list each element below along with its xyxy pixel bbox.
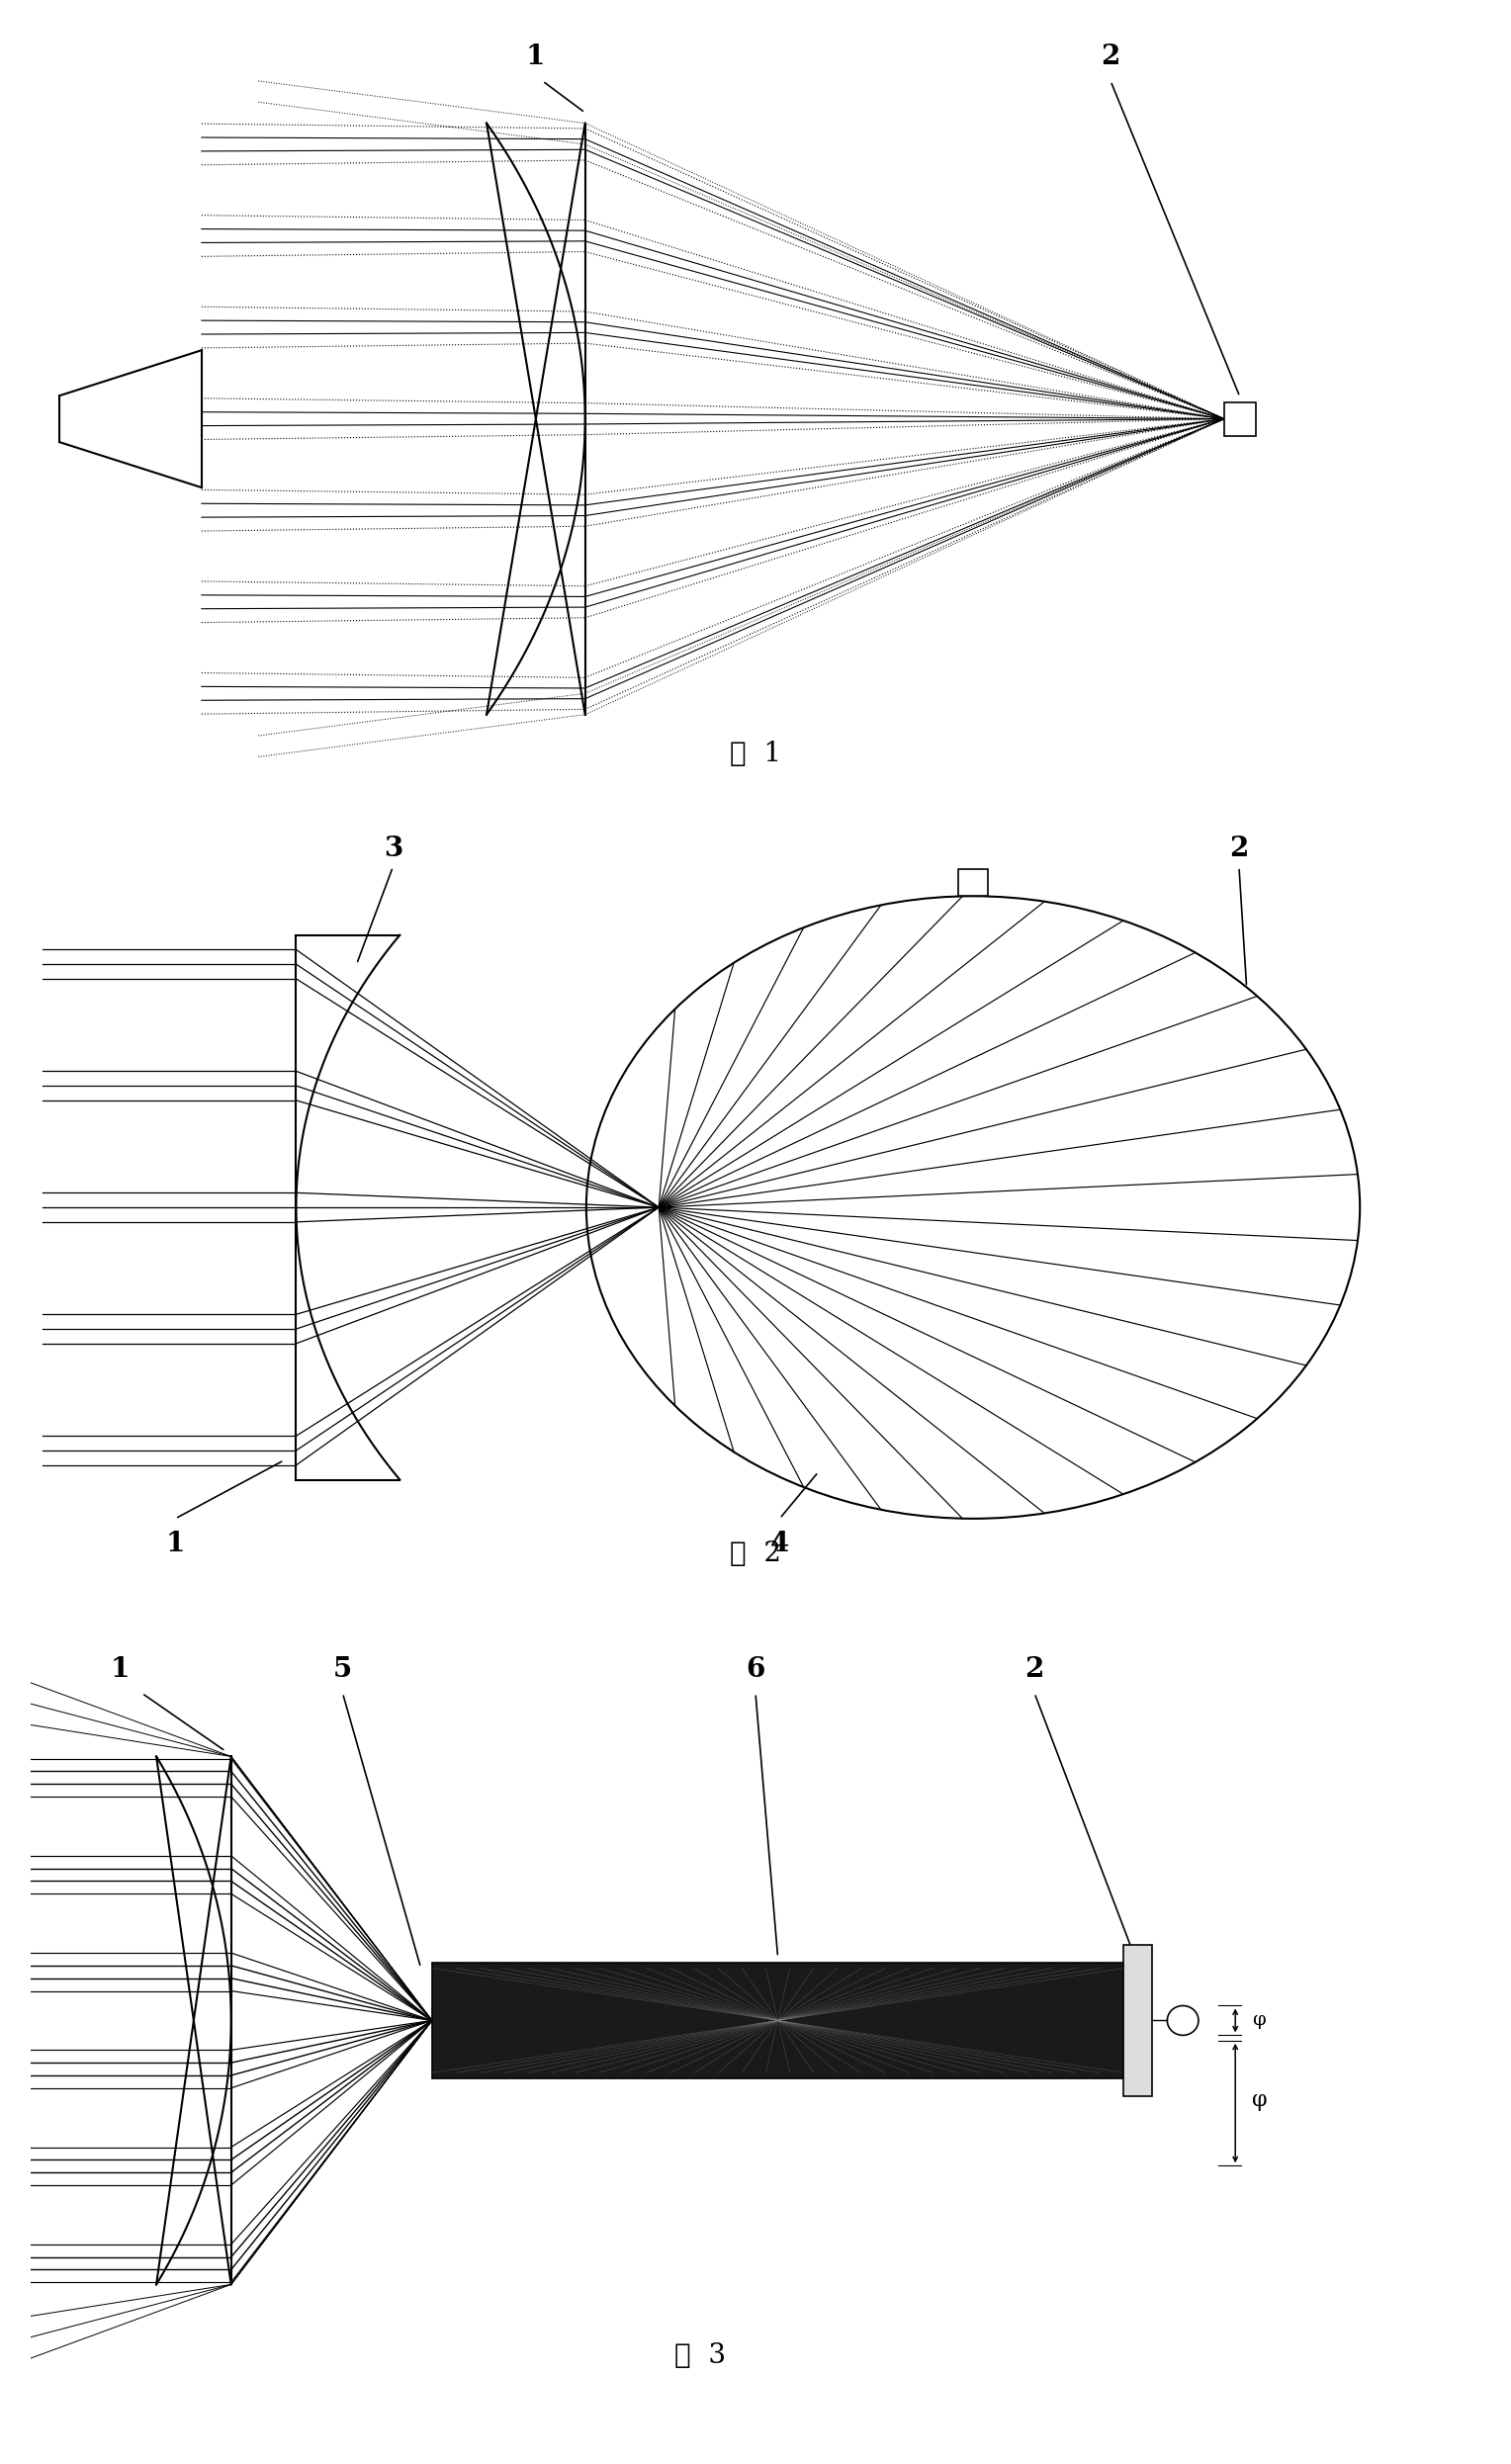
Text: 3: 3 [384, 835, 402, 862]
Text: 2: 2 [1024, 1656, 1044, 1683]
Text: φ: φ [1253, 2011, 1266, 2030]
Text: 图  1: 图 1 [730, 742, 781, 766]
Bar [958, 870, 988, 897]
Text: 图  3: 图 3 [674, 2343, 725, 2368]
Bar [432, 1961, 1124, 2080]
Text: 1: 1 [166, 1530, 184, 1557]
Text: φ: φ [1253, 2089, 1268, 2112]
Bar [1224, 402, 1256, 436]
Text: 4: 4 [771, 1530, 789, 1557]
Text: 2: 2 [1230, 835, 1248, 862]
Text: 1: 1 [526, 44, 545, 71]
Text: 6: 6 [746, 1656, 765, 1683]
Text: 2: 2 [1102, 44, 1120, 71]
Text: 5: 5 [332, 1656, 352, 1683]
Text: 1: 1 [110, 1656, 128, 1683]
Bar [1124, 1944, 1151, 2097]
Text: 图  2: 图 2 [730, 1540, 781, 1567]
